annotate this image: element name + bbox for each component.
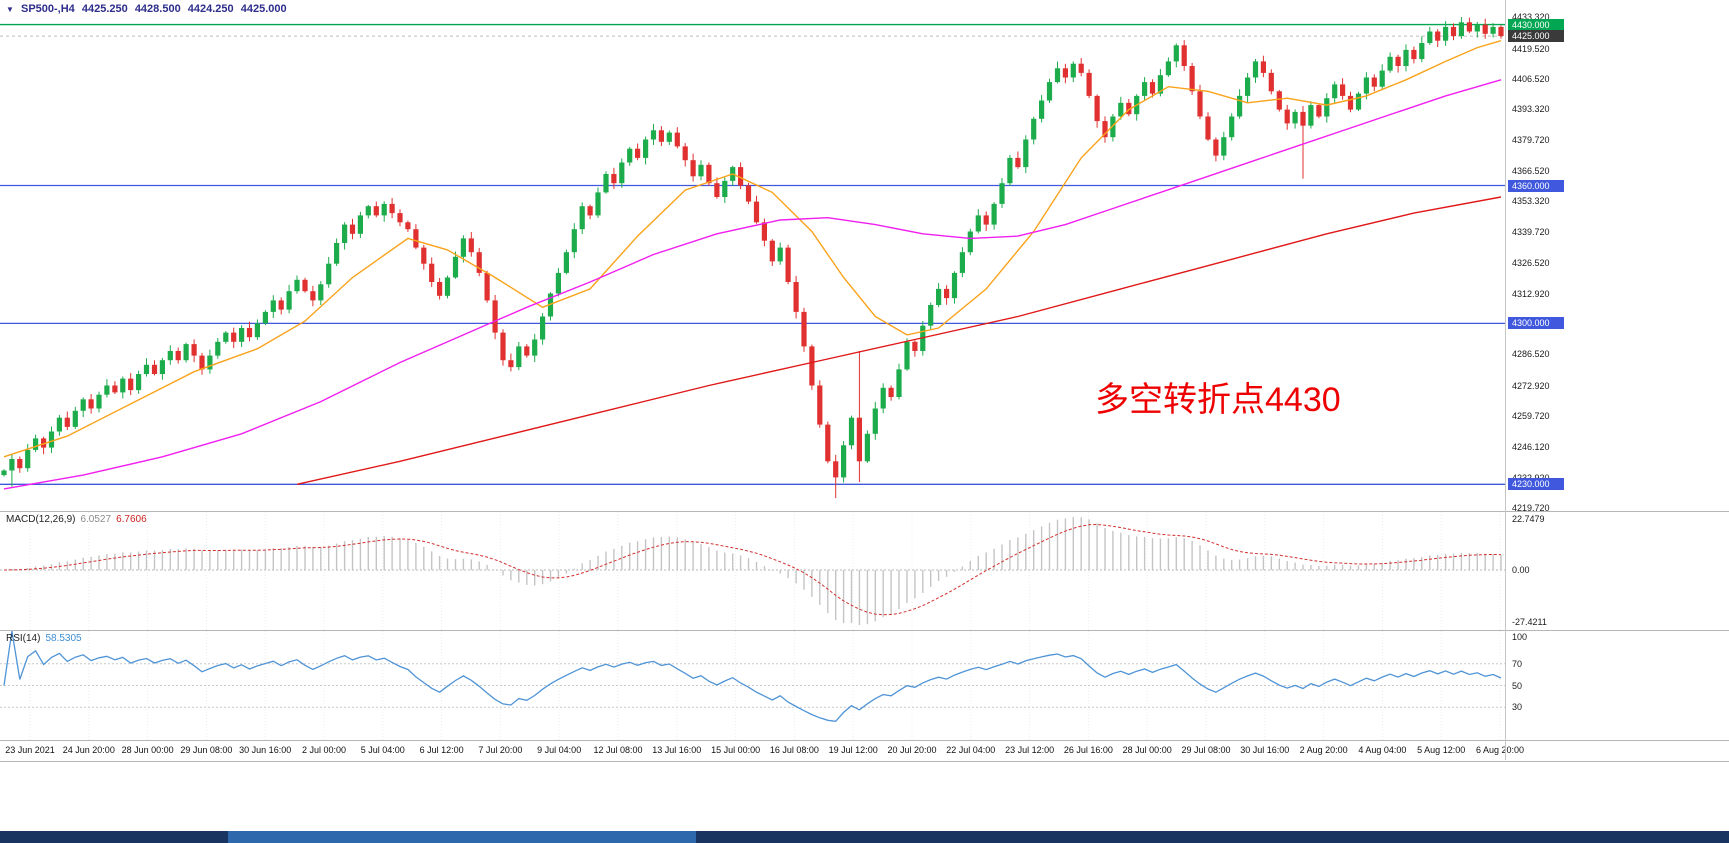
panel-separator[interactable] — [0, 740, 1729, 741]
panel-separator[interactable] — [0, 511, 1729, 512]
time-axis-label: 13 Jul 16:00 — [652, 745, 702, 755]
price-tick-label: 4393.320 — [1512, 103, 1550, 114]
ohlc-low-value: 4424.250 — [187, 3, 234, 15]
macd-signal-value: 6.7606 — [116, 514, 147, 525]
price-tick-label: 4419.520 — [1512, 43, 1550, 54]
price-tick-label: 4286.520 — [1512, 349, 1550, 360]
price-tick-label: 4219.720 — [1512, 503, 1550, 513]
scrollbar-thumb[interactable] — [228, 831, 696, 843]
price-badge: 4425.000 — [1508, 30, 1564, 43]
price-badge: 4230.000 — [1508, 478, 1564, 491]
plot-right-border — [1505, 0, 1506, 760]
time-axis-label: 9 Jul 04:00 — [537, 745, 582, 755]
macd-name: MACD(12,26,9) — [6, 514, 76, 525]
macd-axis-label: -27.4211 — [1512, 617, 1547, 627]
time-axis[interactable]: 23 Jun 2021 24 Jun 20:00 28 Jun 00:00 29 Ju… — [0, 741, 1729, 761]
price-badge: 4430.000 — [1508, 18, 1564, 31]
time-axis-label: 6 Aug 20:00 — [1475, 745, 1525, 755]
horizontal-scrollbar[interactable] — [0, 831, 1729, 843]
price-tick-label: 4379.720 — [1512, 135, 1550, 146]
time-axis-label: 20 Jul 20:00 — [887, 745, 937, 755]
rsi-chart-canvas[interactable] — [0, 631, 1505, 740]
time-axis-label: 2 Jul 00:00 — [301, 745, 347, 755]
rsi-axis-label: 30 — [1512, 702, 1523, 713]
price-tick-label: 4433.320 — [1512, 12, 1550, 22]
ohlc-close-value: 4425.000 — [240, 3, 287, 15]
symbol-timeframe-label: SP500-,H4 — [20, 3, 75, 15]
rsi-axis-label: 70 — [1512, 658, 1523, 669]
panel-separator[interactable] — [0, 630, 1729, 631]
candlestick-chart-canvas[interactable] — [0, 0, 1505, 511]
time-axis-label: 23 Jul 12:00 — [1005, 745, 1055, 755]
time-axis-label: 12 Jul 08:00 — [593, 745, 643, 755]
price-chart-panel: ▼ SP500-,H4 4425.250 4428.500 4424.250 4… — [0, 0, 1729, 513]
price-tick-label: 4259.720 — [1512, 411, 1550, 421]
price-tick-label: 4339.720 — [1512, 227, 1550, 238]
macd-axis-label: 0.00 — [1512, 565, 1530, 575]
time-axis-label: 24 Jun 20:00 — [62, 745, 115, 755]
chart-title: ▼ SP500-,H4 4425.250 4428.500 4424.250 4… — [6, 3, 291, 15]
macd-main-value: 6.0527 — [80, 514, 112, 525]
price-tick-label: 4366.520 — [1512, 165, 1550, 176]
time-axis-label: 30 Jun 16:00 — [239, 745, 292, 755]
time-axis-label: 19 Jul 12:00 — [828, 745, 878, 755]
price-tick-label: 4232.920 — [1512, 473, 1550, 483]
time-axis-label: 23 Jun 2021 — [5, 745, 55, 755]
price-axis[interactable]: 4433.320 4419.520 4406.520 4393.320 4379.720… — [1506, 0, 1729, 513]
ohlc-open-value: 4425.250 — [81, 3, 128, 15]
rsi-axis-label: 100 — [1512, 632, 1528, 642]
rsi-name: RSI(14) — [6, 633, 41, 644]
rsi-value: 58.5305 — [45, 633, 82, 644]
price-tick-label: 4246.120 — [1512, 442, 1550, 453]
rsi-panel: RSI(14) 58.5305 100 70 50 30 — [0, 631, 1729, 740]
macd-panel: MACD(12,26,9) 6.0527 6.7606 22.7479 0.00 -27… — [0, 512, 1729, 630]
time-axis-label: 29 Jul 08:00 — [1181, 745, 1231, 755]
ohlc-high-value: 4428.500 — [134, 3, 181, 15]
macd-chart-canvas[interactable] — [0, 512, 1505, 630]
time-axis-label: 28 Jun 00:00 — [121, 745, 174, 755]
rsi-axis[interactable]: 100 70 50 30 — [1506, 631, 1729, 740]
price-tick-label: 4353.320 — [1512, 195, 1550, 206]
price-tick-label: 4406.520 — [1512, 73, 1550, 84]
time-axis-label: 30 Jul 16:00 — [1240, 745, 1290, 755]
time-axis-label: 22 Jul 04:00 — [946, 745, 996, 755]
trend-annotation-text: 多空转折点4430 — [1095, 381, 1341, 419]
macd-axis[interactable]: 22.7479 0.00 -27.4211 — [1506, 512, 1729, 630]
macd-indicator-label: MACD(12,26,9) 6.0527 6.7606 — [6, 514, 147, 525]
time-axis-label: 4 Aug 04:00 — [1358, 745, 1407, 755]
time-axis-label: 28 Jul 00:00 — [1122, 745, 1172, 755]
price-tick-label: 4272.920 — [1512, 380, 1550, 391]
price-badge: 4360.000 — [1508, 179, 1564, 192]
panel-separator — [0, 761, 1729, 762]
rsi-axis-label: 50 — [1512, 680, 1523, 691]
macd-axis-label: 22.7479 — [1512, 514, 1545, 524]
time-axis-label: 16 Jul 08:00 — [769, 745, 819, 755]
time-axis-label: 5 Aug 12:00 — [1417, 745, 1466, 755]
symbol-dropdown-icon[interactable]: ▼ — [6, 5, 14, 14]
time-axis-label: 29 Jun 08:00 — [180, 745, 233, 755]
time-axis-label: 7 Jul 20:00 — [478, 745, 523, 755]
time-axis-label: 15 Jul 00:00 — [711, 745, 761, 755]
time-axis-label: 6 Jul 12:00 — [419, 745, 464, 755]
rsi-indicator-label: RSI(14) 58.5305 — [6, 633, 82, 644]
price-tick-label: 4312.920 — [1512, 288, 1550, 299]
time-axis-label: 5 Jul 04:00 — [360, 745, 405, 755]
price-badge: 4300.000 — [1508, 317, 1564, 330]
time-axis-label: 26 Jul 16:00 — [1063, 745, 1113, 755]
time-axis-label: 2 Aug 20:00 — [1299, 745, 1348, 755]
price-tick-label: 4326.520 — [1512, 257, 1550, 268]
